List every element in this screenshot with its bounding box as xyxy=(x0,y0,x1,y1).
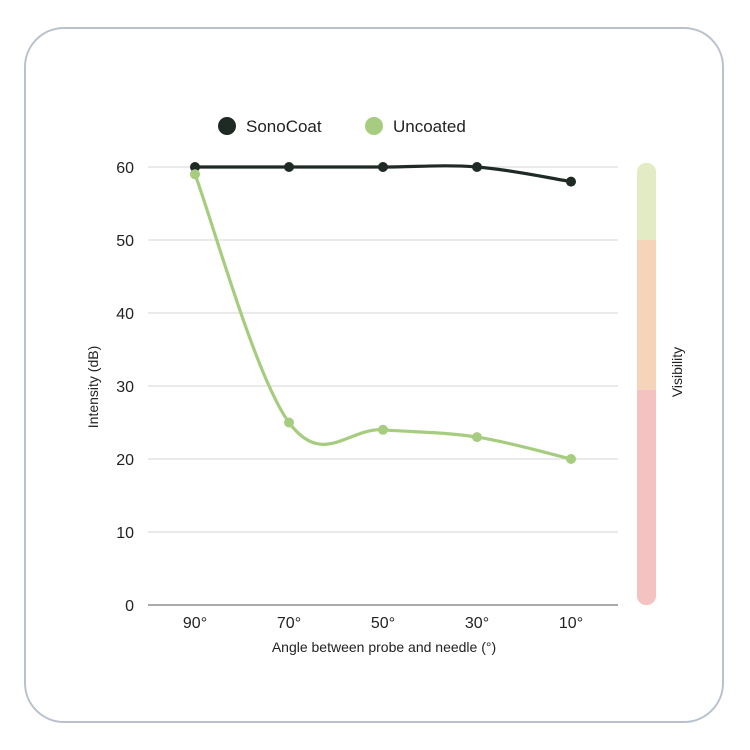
y-tick-20: 20 xyxy=(116,452,134,469)
legend-marker-1 xyxy=(365,117,383,135)
x-tick-4: 10° xyxy=(559,615,583,632)
gridlines xyxy=(148,166,618,606)
point-0-1 xyxy=(284,162,294,172)
y-tick-0: 0 xyxy=(125,598,134,615)
visibility-bar xyxy=(637,163,656,605)
visibility-band-1 xyxy=(637,240,656,390)
y-tick-labels: 0 10 20 30 40 50 60 xyxy=(116,160,134,615)
y-tick-10: 10 xyxy=(116,525,134,542)
y-tick-50: 50 xyxy=(116,233,134,250)
legend: SonoCoat Uncoated xyxy=(218,117,466,136)
visibility-band-2 xyxy=(637,389,656,605)
y-tick-30: 30 xyxy=(116,379,134,396)
x-axis-label: Angle between probe and needle (°) xyxy=(272,639,496,655)
point-1-4 xyxy=(566,454,576,464)
legend-marker-0 xyxy=(218,117,236,135)
x-tick-3: 30° xyxy=(465,615,489,632)
point-0-3 xyxy=(472,162,482,172)
x-tick-2: 50° xyxy=(371,615,395,632)
series-lines xyxy=(190,162,576,464)
point-0-2 xyxy=(378,162,388,172)
legend-label-1: Uncoated xyxy=(393,117,466,136)
y-tick-60: 60 xyxy=(116,160,134,177)
x-tick-0: 90° xyxy=(183,615,207,632)
visibility-band-0 xyxy=(637,163,656,240)
point-1-0 xyxy=(190,169,200,180)
point-1-1 xyxy=(284,417,294,428)
visibility-label: Visibility xyxy=(669,347,685,397)
y-axis-label: Intensity (dB) xyxy=(85,346,101,428)
y-tick-40: 40 xyxy=(116,306,134,323)
x-tick-labels: 90° 70° 50° 30° 10° xyxy=(183,615,583,632)
x-tick-1: 70° xyxy=(277,615,301,632)
series-line-1 xyxy=(193,172,573,461)
legend-label-0: SonoCoat xyxy=(246,117,322,136)
point-0-4 xyxy=(566,176,576,187)
point-0-0 xyxy=(190,162,200,172)
point-1-3 xyxy=(472,432,482,443)
point-1-2 xyxy=(378,424,388,435)
chart-card xyxy=(24,27,724,723)
